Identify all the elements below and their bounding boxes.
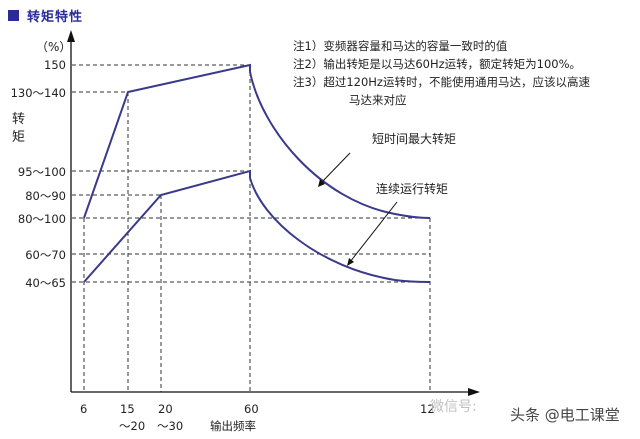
arrow-head-icon: [318, 179, 325, 187]
y-tick-80-100: 80～100: [17, 212, 66, 226]
watermark-toutiao: 头条 @电工课堂: [510, 406, 620, 424]
x-tick-15: 15: [120, 402, 135, 416]
annotation-arrow-short: [320, 152, 351, 184]
y-tick-130-140: 130～140: [10, 86, 66, 100]
y-axis-arrow-icon: [67, 30, 75, 42]
y-tick-95-100: 95～100: [17, 165, 66, 179]
y-tick-150: 150: [44, 58, 66, 72]
watermark-wechat: 微信号:: [430, 399, 477, 415]
y-tick-60-70: 60～70: [25, 248, 66, 262]
label-short-time-max: 短时间最大转矩: [372, 132, 457, 146]
annotation-arrow-continuous: [349, 201, 398, 263]
y-title-char-2: 矩: [12, 130, 26, 145]
y-unit-label: （%）: [36, 40, 72, 54]
note-3-continued: 马达来对应: [349, 93, 407, 107]
x-tick-15-sub: ～20: [119, 419, 146, 433]
x-axis-title: 输出频率: [210, 419, 256, 433]
x-tick-20-sub: ～30: [157, 419, 184, 433]
x-tick-60: 60: [244, 402, 259, 416]
title-square-icon: [8, 10, 19, 21]
y-title-char-1: 转: [12, 112, 26, 127]
y-tick-40-65: 40～65: [25, 276, 66, 290]
note-3: 注3）超过120Hz运转时，不能使用通用马达，应该以高速: [293, 75, 590, 89]
note-2: 注2）输出转矩是以马达60Hz运转，额定转矩为100%。: [293, 57, 582, 71]
x-tick-120: 12: [420, 402, 435, 416]
y-tick-80-90: 80～90: [25, 189, 66, 203]
series-continuous-torque: [83, 169, 431, 283]
chart-header: 转矩特性: [8, 6, 83, 25]
x-tick-6: 6: [80, 402, 88, 416]
grid-lines: [72, 64, 431, 392]
x-axis-arrow-icon: [468, 388, 480, 396]
note-1: 注1）变频器容量和马达的容量一致时的值: [293, 39, 508, 53]
arrow-head-icon: [347, 258, 354, 266]
chart-title: 转矩特性: [27, 10, 84, 25]
y-axis-title: 转 矩: [12, 111, 26, 147]
label-continuous: 连续运行转矩: [376, 182, 449, 196]
x-tick-20: 20: [158, 402, 173, 416]
series-short-time-max-torque: [83, 63, 431, 219]
notes-block: 注1）变频器容量和马达的容量一致时的值 注2）输出转矩是以马达60Hz运转，额定…: [293, 37, 590, 109]
